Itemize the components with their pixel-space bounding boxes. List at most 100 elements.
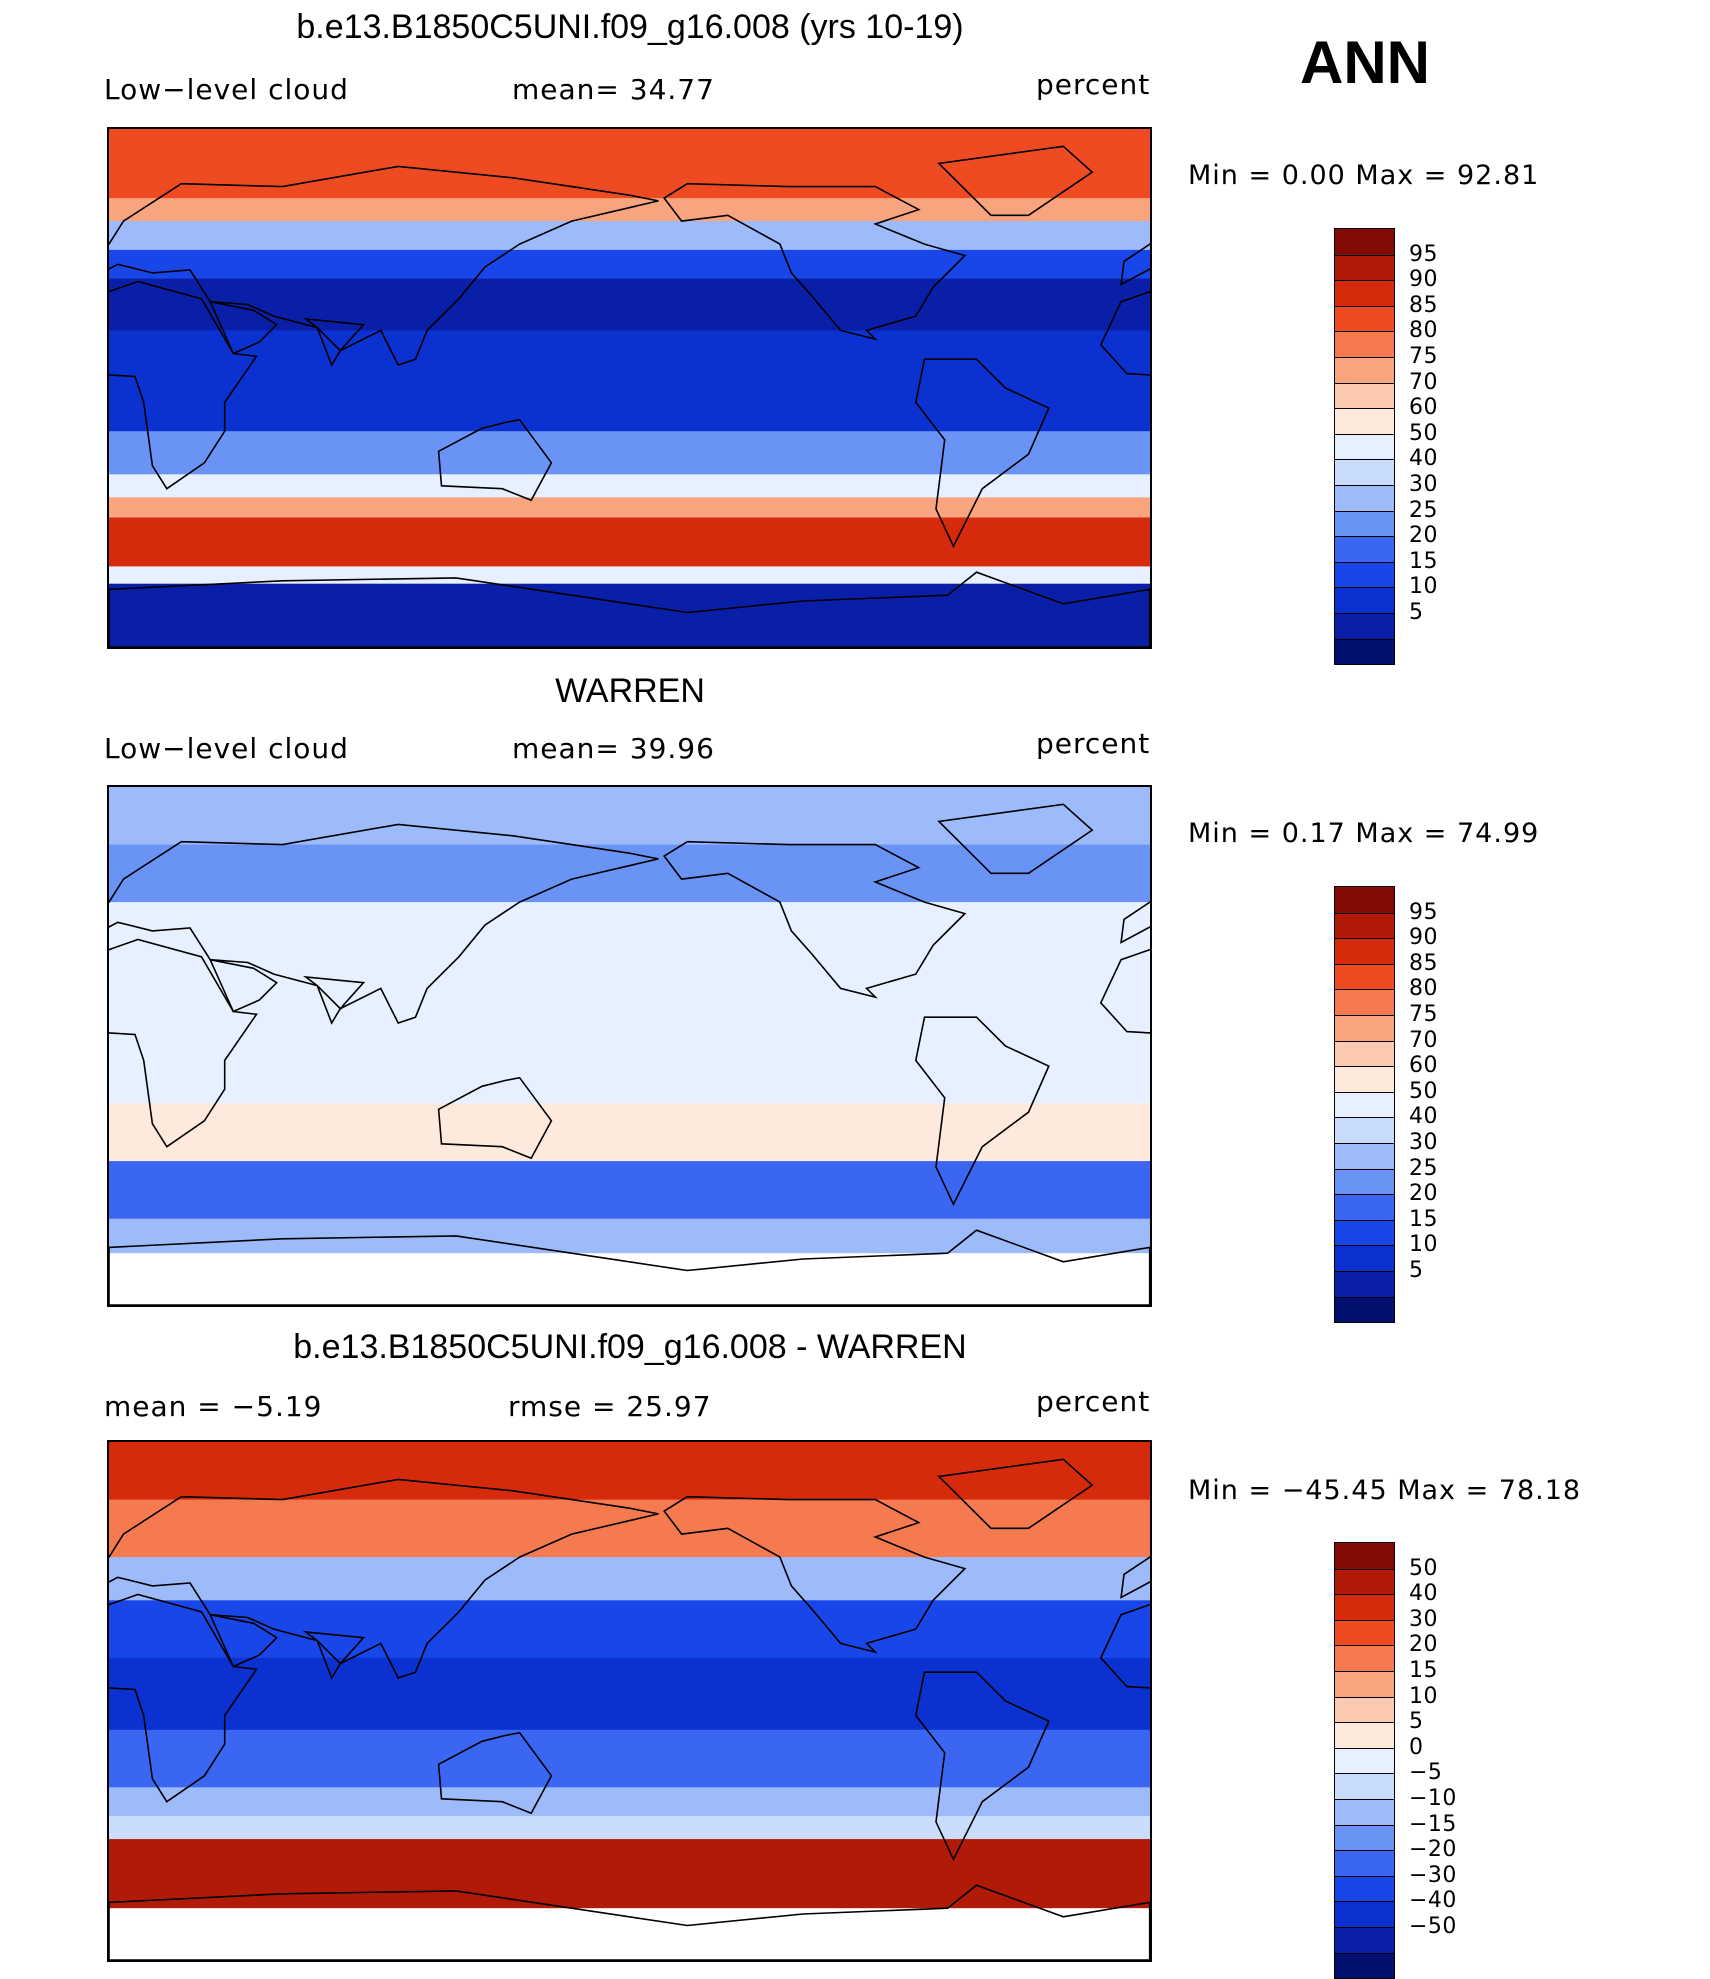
panel-model-mean: mean= 34.77 (512, 73, 715, 106)
colorbar-swatch (1335, 1773, 1394, 1799)
colorbar-swatch (1335, 1901, 1394, 1927)
colorbar-tick-label: −15 (1409, 1811, 1457, 1837)
colorbar-tick-label: 95 (1409, 899, 1438, 925)
panel-model-colorbar: 95 90 85 80 75 70 60 50 40 30 25 20 15 10 5 (1334, 228, 1438, 666)
colorbar-swatch (1335, 1219, 1394, 1246)
field-band-4 (109, 1031, 1150, 1104)
coastline-greenland-wrap (937, 145, 1094, 217)
colorbar-swatch (1335, 989, 1394, 1015)
panel-obs-minmax: Min = 0.17 Max = 74.99 (1188, 818, 1540, 849)
colorbar-swatch (1335, 1594, 1394, 1620)
field-band-2 (109, 221, 1150, 251)
colorbar-swatch (1335, 229, 1394, 255)
field-band-9 (109, 1908, 1150, 1960)
colorbar-swatch (1335, 638, 1394, 665)
colorbar-tick-label: 25 (1409, 1155, 1438, 1181)
colorbar-swatch (1335, 1543, 1394, 1569)
field-band-2 (109, 1557, 1150, 1601)
colorbar-swatch (1335, 887, 1394, 913)
coastline-africa (109, 280, 258, 490)
colorbar-swatch (1335, 382, 1394, 409)
colorbar-swatch (1335, 1875, 1394, 1902)
coastline-india (302, 1630, 366, 1680)
coastline-south-america (914, 1671, 1050, 1862)
colorbar-tick-label: 10 (1409, 1683, 1438, 1709)
panel-diff-mean: mean = −5.19 (104, 1390, 323, 1423)
coastline-antarctica (109, 1229, 1150, 1305)
field-band-4 (109, 1657, 1150, 1731)
colorbar-swatch (1335, 963, 1394, 990)
colorbar-swatch (1335, 1850, 1394, 1876)
colorbar-tick-label: 15 (1409, 1206, 1438, 1232)
colorbar-tick-label: 75 (1409, 1002, 1438, 1027)
colorbar-swatch (1335, 433, 1394, 460)
map-field (109, 129, 1150, 647)
field-band-4 (109, 278, 1150, 331)
colorbar-swatch (1335, 1271, 1394, 1297)
field-band-7 (109, 474, 1150, 498)
colorbar-tick-label: 60 (1409, 1053, 1438, 1079)
field-band-0 (109, 129, 1150, 199)
colorbar-swatch (1335, 1117, 1394, 1143)
colorbar-swatch (1335, 561, 1394, 588)
colorbar-tick-label: 40 (1409, 1581, 1438, 1607)
colorbar-swatch (1335, 1799, 1394, 1825)
colorbar-tick-label: 20 (1409, 1181, 1438, 1207)
colorbar-tick-label: 50 (1409, 420, 1438, 446)
coastline-greenland-wrap (937, 803, 1094, 875)
colorbar-tick-label: −20 (1409, 1837, 1457, 1863)
colorbar-swatch (1335, 305, 1394, 332)
colorbar-tick-label: 5 (1409, 600, 1424, 625)
colorbar-swatch (1335, 912, 1394, 939)
panel-model-variable: Low−level cloud (104, 73, 349, 106)
field-band-0 (109, 1442, 1150, 1501)
colorbar-swatch (1335, 1168, 1394, 1195)
colorbar-tick-label: 30 (1409, 1130, 1438, 1155)
colorbar-tick-label: 5 (1409, 1709, 1424, 1735)
colorbar-swatch (1335, 254, 1394, 281)
field-band-6 (109, 1161, 1150, 1220)
colorbar-swatch (1335, 331, 1394, 357)
colorbar-tick-label: 85 (1409, 292, 1438, 318)
colorbar-tick-label: 20 (1409, 1632, 1438, 1658)
colorbar-tick-label: 15 (1409, 1658, 1438, 1683)
panel-diff-map (107, 1440, 1152, 1962)
coastline-antarctica (109, 1884, 1150, 1960)
colorbar-swatch (1335, 408, 1394, 434)
colorbar-tick-label: −30 (1409, 1862, 1457, 1888)
colorbar-tick-label: 10 (1409, 574, 1438, 600)
colorbar-swatch (1335, 510, 1394, 537)
coastline-australia (437, 1731, 553, 1815)
panel-diff-colorbar: 50 40 30 20 15 10 5 0 −5 −10 −15 −20 −30 −40 −50 (1334, 1542, 1456, 1979)
coastline-antarctica (109, 571, 1150, 647)
colorbar-tick-label: 75 (1409, 344, 1438, 369)
coastline-arabia (208, 1613, 278, 1668)
colorbar-swatch (1335, 1747, 1394, 1774)
colorbar-swatch (1335, 280, 1394, 306)
coastline-europe-asia (109, 1478, 659, 1679)
field-band-5 (109, 1103, 1150, 1162)
colorbar-swatch (1335, 459, 1394, 485)
colorbar-tick-label: 30 (1409, 1606, 1438, 1632)
colorbar-tick-label: 85 (1409, 950, 1438, 976)
coastline-north-america (663, 182, 967, 341)
field-band-5 (109, 1729, 1150, 1788)
colorbar-tick-label: 70 (1409, 1027, 1438, 1053)
colorbar-tick-label: −50 (1409, 1914, 1457, 1939)
colorbar-swatch (1335, 1696, 1394, 1723)
coastline-south-america (914, 358, 1050, 549)
panel-obs-mean: mean= 39.96 (512, 732, 715, 765)
map-field (109, 1442, 1150, 1960)
field-band-6 (109, 431, 1150, 475)
panel-diff-minmax: Min = −45.45 Max = 78.18 (1188, 1475, 1582, 1506)
field-band-3 (109, 959, 1150, 1033)
colorbar-swatch (1335, 1296, 1394, 1323)
colorbar-tick-label: 15 (1409, 548, 1438, 574)
panel-obs-units: percent (1036, 727, 1151, 760)
colorbar-swatch (1335, 1952, 1394, 1979)
colorbar-swatch (1335, 536, 1394, 562)
panel-obs-map (107, 785, 1152, 1307)
coastline-australia (437, 418, 553, 502)
field-band-8 (109, 497, 1150, 518)
season-label: ANN (1300, 29, 1430, 96)
